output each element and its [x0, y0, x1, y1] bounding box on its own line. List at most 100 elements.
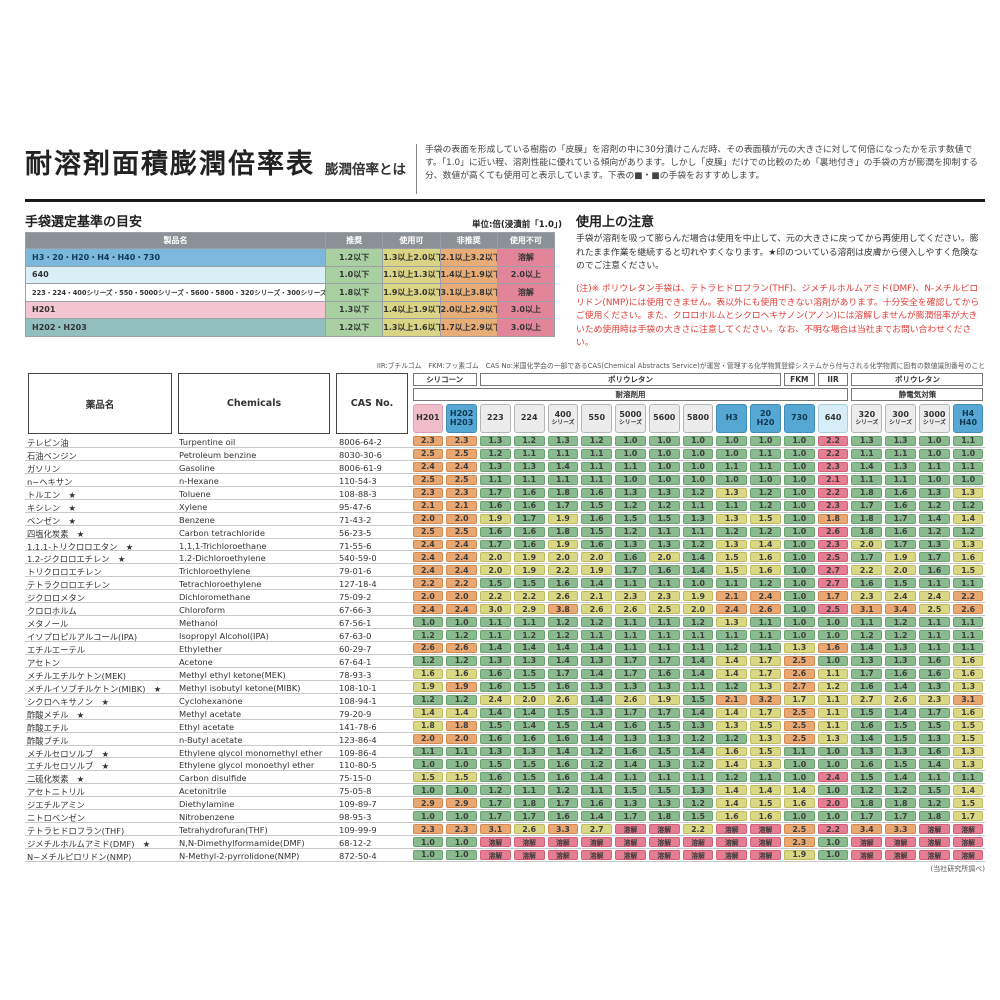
value-cell: 2.3 [411, 435, 445, 448]
swelling-value: 2.3 [412, 824, 444, 835]
swelling-value: 1.1 [918, 617, 950, 628]
swelling-value: 1.6 [615, 552, 646, 563]
swelling-value: 1.2 [716, 643, 748, 653]
criteria-value: 1.3以下 [324, 300, 384, 319]
value-cell: 2.4 [478, 694, 513, 707]
swelling-table-header: 薬品名 Chemicals CAS No. シリコーン ポリウレタン FKM IIR ポリウレ… [25, 372, 985, 435]
value-cell: 1.3 [613, 797, 648, 811]
chemical-name-en: Dichloromethane [175, 590, 333, 604]
value-cell: 1.0 [782, 616, 817, 630]
swelling-value: 1.2 [446, 694, 478, 705]
value-cell: 1.7 [849, 551, 884, 565]
swelling-value: 1.1 [682, 500, 714, 511]
swelling-value: 1.5 [952, 798, 984, 809]
swelling-value: 1.3 [581, 655, 613, 666]
chemical-name-jp: シクロヘキサノン ★ [25, 694, 175, 707]
swelling-value: 1.3 [952, 759, 984, 770]
value-cell: 1.1 [917, 642, 952, 655]
value-cell: 1.1 [951, 629, 985, 642]
swelling-value: 1.4 [682, 565, 714, 576]
chemical-name-jp: 酢酸メチル ★ [25, 707, 175, 720]
swelling-value: 1.3 [716, 720, 748, 731]
value-cell: 1.6 [714, 810, 749, 824]
swelling-value: 1.2 [750, 526, 781, 537]
swelling-value: 1.0 [783, 500, 815, 511]
value-cell: 1.7 [512, 810, 547, 824]
value-cell: 1.1 [613, 577, 648, 591]
swelling-value: 1.6 [480, 772, 511, 783]
value-cell: 2.4 [411, 539, 445, 552]
swelling-value: 1.5 [480, 759, 511, 770]
value-cell: 1.7 [748, 655, 783, 668]
value-cell: 2.3 [444, 823, 479, 837]
value-cell: 1.3 [849, 746, 884, 759]
swelling-value: 1.4 [547, 461, 579, 472]
swelling-value: 2.4 [716, 604, 748, 615]
swelling-value: 2.4 [412, 604, 444, 615]
value-cell: 2.0 [512, 694, 547, 707]
value-cell: 1.4 [714, 797, 749, 811]
value-cell: 1.1 [681, 771, 715, 785]
swelling-value: 1.5 [513, 578, 545, 589]
swelling-value: 1.5 [648, 513, 680, 524]
value-cell: 1.1 [647, 642, 682, 655]
criteria-value: 2.0以上2.9以下 [439, 300, 498, 319]
swelling-value: 1.0 [918, 436, 950, 446]
value-cell: 3.8 [546, 603, 580, 617]
criteria-value: 1.2以下 [324, 248, 384, 267]
value-cell: 3.1 [478, 823, 513, 837]
product-label-2: H40 [959, 417, 978, 427]
value-cell: 1.5 [748, 746, 783, 759]
swelling-value: 1.1 [918, 578, 950, 589]
criteria-product-name: H202・H203 [25, 318, 326, 337]
swelling-value: 1.2 [851, 785, 883, 796]
swelling-value: 溶解 [682, 850, 714, 860]
value-cell: 1.4 [681, 551, 715, 565]
swelling-value: 1.6 [480, 500, 511, 511]
value-cell: 1.3 [849, 435, 884, 448]
value-cell: 1.9 [411, 681, 445, 694]
product-column-header: 20 H20 [750, 404, 781, 433]
value-cell: 2.6 [951, 603, 985, 617]
criteria-value: 2.1以上3.2以下 [439, 248, 498, 267]
swelling-value: 2.5 [446, 448, 478, 459]
value-cell: 1.6 [883, 526, 918, 539]
swelling-value: 1.8 [851, 526, 883, 537]
value-cell: 1.0 [647, 461, 682, 474]
criteria-row: H201 1.3以下 1.4以上1.9以下 2.0以上2.9以下 3.0以上 [25, 300, 556, 319]
value-cell: 1.4 [546, 642, 580, 655]
swelling-value: 1.7 [480, 811, 511, 822]
swelling-value: 1.0 [817, 811, 849, 822]
value-cell: 2.1 [714, 694, 749, 707]
material-group-header: ポリウレタン [480, 373, 781, 386]
swelling-value: 1.4 [581, 643, 613, 653]
criteria-column-header: 推奨 [324, 232, 384, 249]
value-cell: 1.6 [512, 733, 547, 746]
cas-number: 540-59-0 [333, 551, 411, 565]
value-cell: 溶解 [613, 836, 648, 849]
value-cell: 2.7 [849, 694, 884, 707]
swelling-value: 2.5 [412, 448, 444, 459]
swelling-value: 1.0 [918, 474, 950, 485]
swelling-value: 1.1 [750, 461, 781, 472]
value-cell: 2.2 [444, 577, 479, 591]
value-cell: 1.5 [748, 797, 783, 811]
cas-number: 110-80-5 [333, 758, 411, 772]
value-cell: 1.7 [782, 694, 817, 707]
swelling-value: 1.2 [581, 436, 613, 446]
swelling-value: 2.3 [851, 591, 883, 602]
value-cell: 1.5 [883, 720, 918, 733]
value-cell: 1.4 [849, 461, 884, 474]
swelling-value: 1.3 [918, 681, 950, 692]
swelling-value: 1.7 [513, 513, 545, 524]
value-cell: 1.3 [883, 461, 918, 474]
swelling-value: 1.2 [817, 681, 849, 692]
swelling-value: 1.0 [817, 655, 849, 666]
value-cell: 2.7 [579, 823, 614, 837]
swelling-value: 1.4 [682, 668, 714, 679]
product-label: 400 [554, 409, 572, 419]
swelling-value: 1.0 [783, 630, 815, 640]
chemical-name-en: Petroleum benzine [175, 448, 333, 461]
swelling-value: 1.3 [615, 487, 646, 498]
value-cell: 1.4 [478, 707, 513, 720]
